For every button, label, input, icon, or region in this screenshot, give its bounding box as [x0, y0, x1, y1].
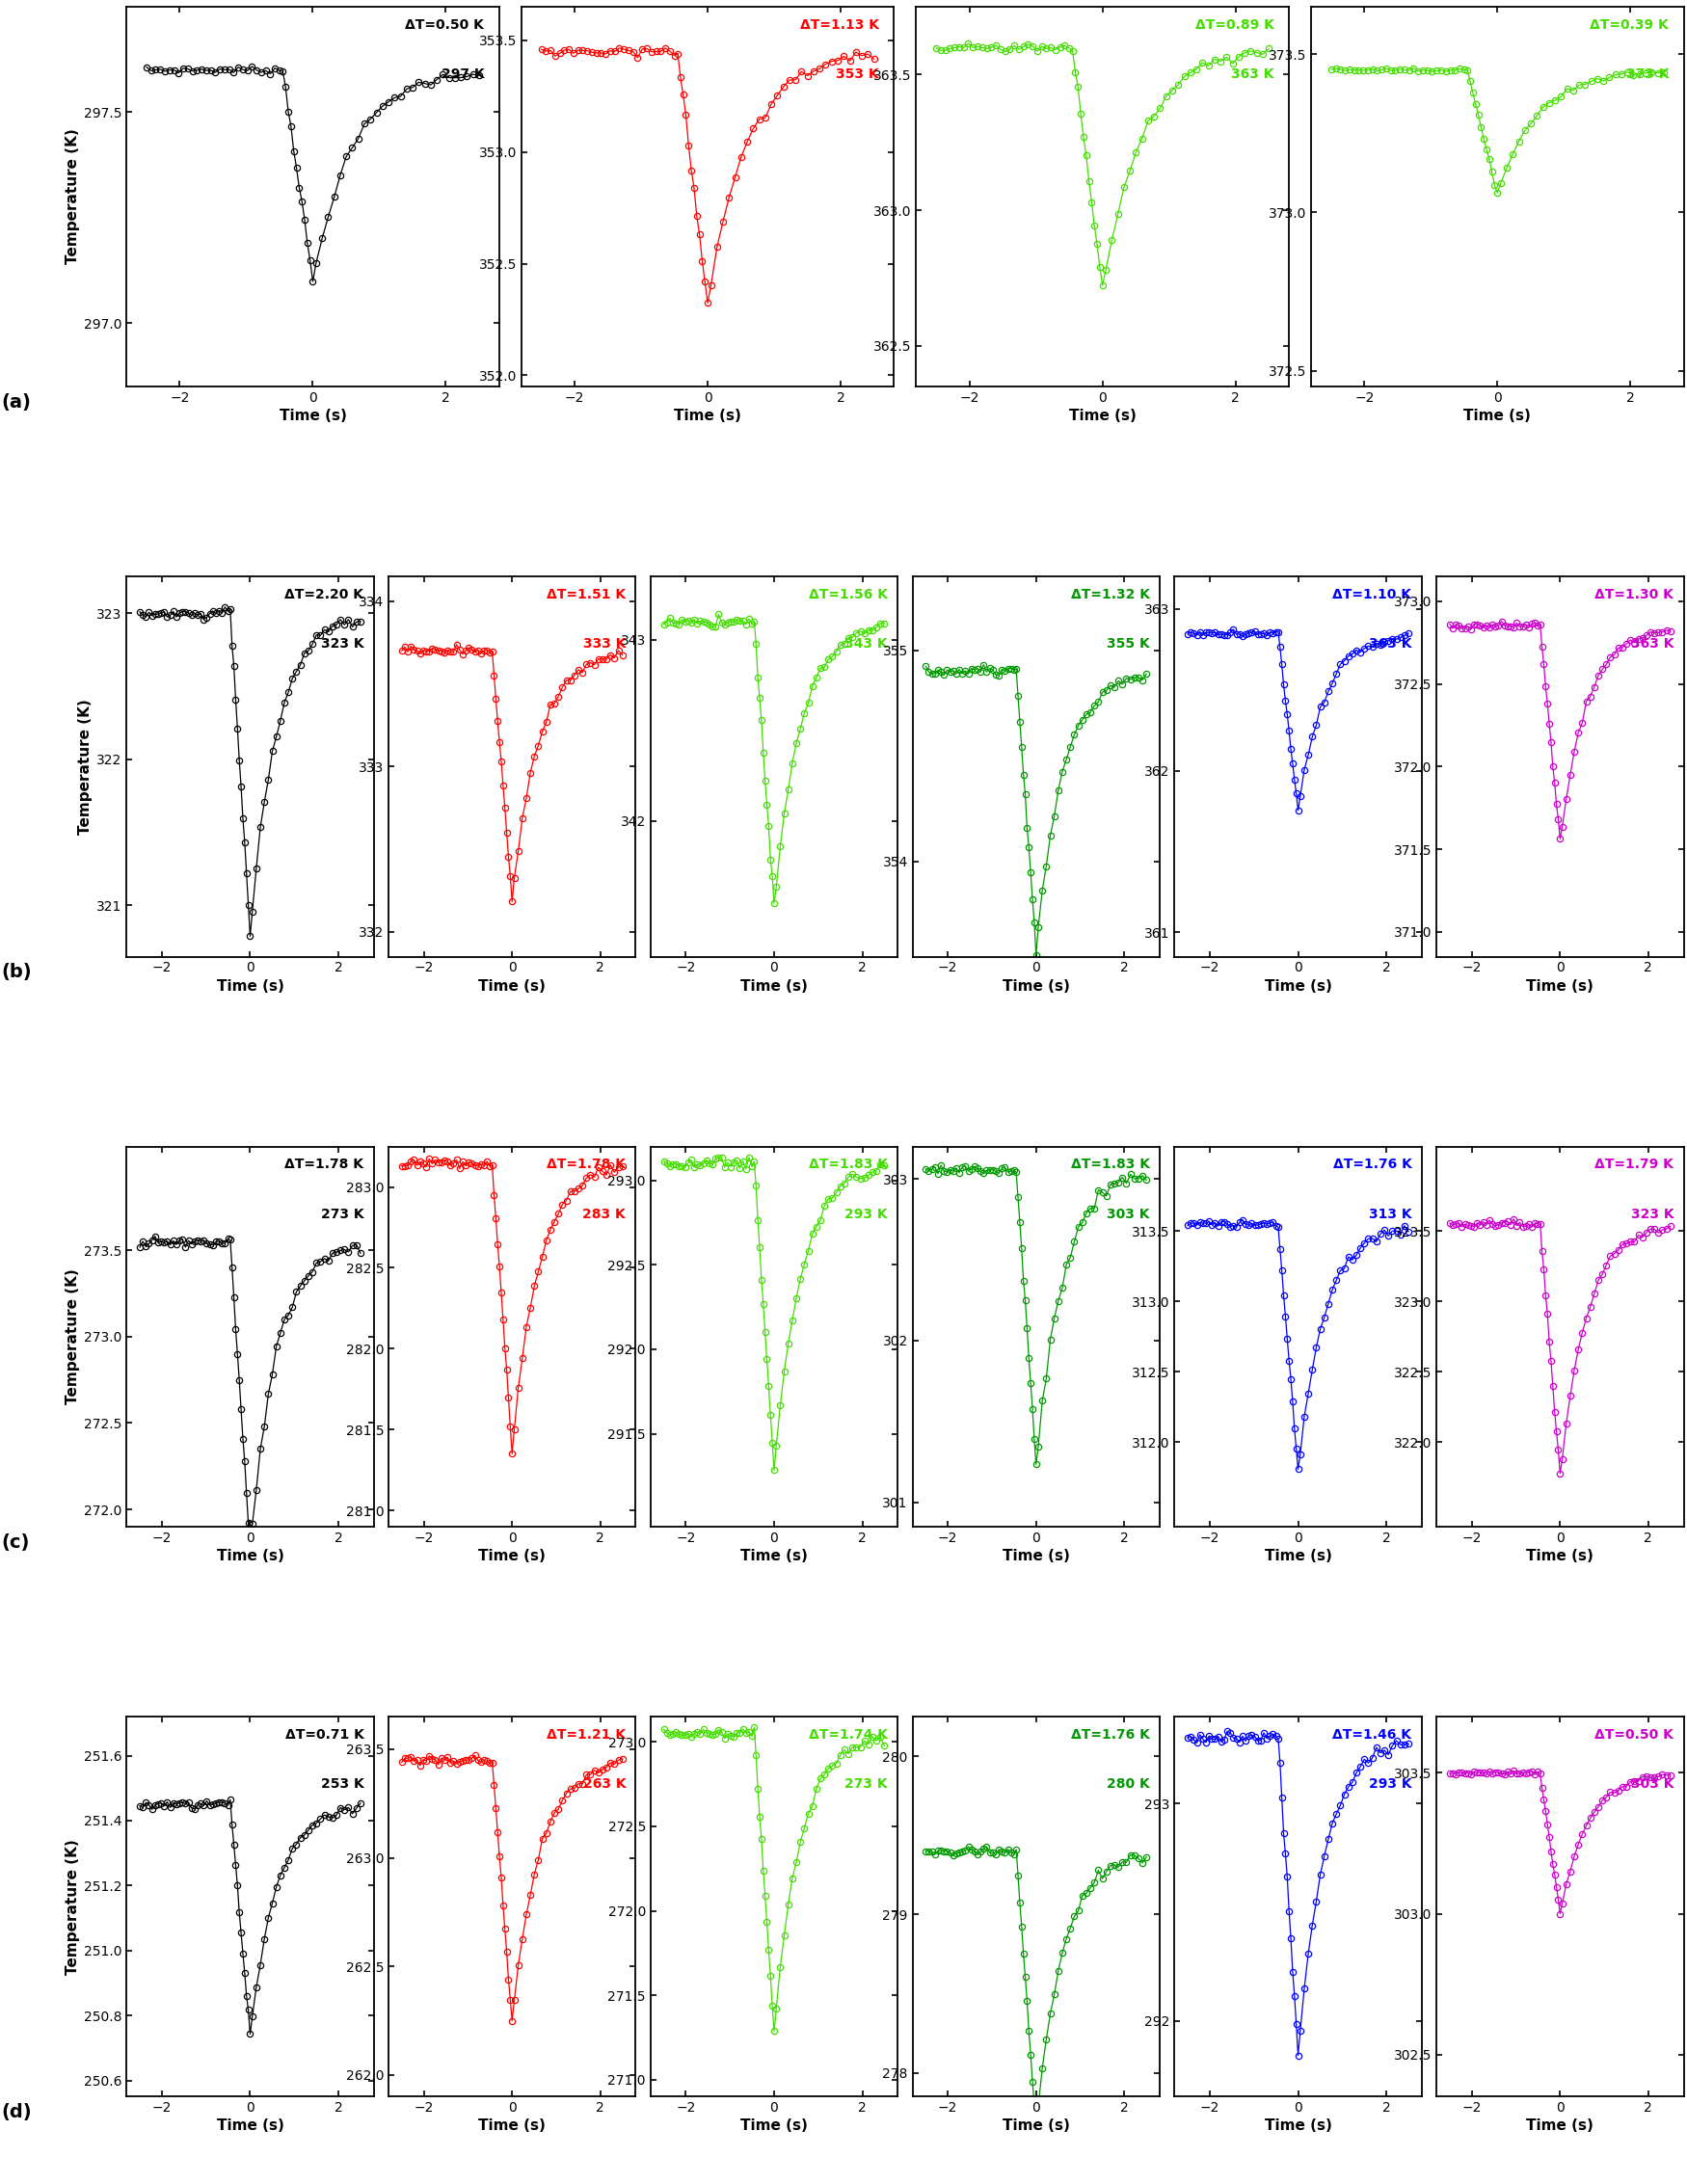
X-axis label: Time (s): Time (s)	[479, 978, 547, 994]
X-axis label: Time (s): Time (s)	[1527, 2118, 1594, 2134]
Text: ΔT=0.89 K: ΔT=0.89 K	[1194, 17, 1274, 31]
Text: ΔT=1.74 K: ΔT=1.74 K	[808, 1728, 887, 1741]
Text: 293 K: 293 K	[1368, 1778, 1412, 1791]
Text: 333 K: 333 K	[584, 638, 626, 651]
Text: (a): (a)	[2, 393, 32, 411]
Text: ΔT=0.50 K: ΔT=0.50 K	[405, 17, 484, 31]
X-axis label: Time (s): Time (s)	[1264, 2118, 1331, 2134]
Text: ΔT=1.30 K: ΔT=1.30 K	[1594, 587, 1674, 601]
X-axis label: Time (s): Time (s)	[278, 408, 346, 424]
Text: ΔT=1.78 K: ΔT=1.78 K	[547, 1158, 626, 1171]
X-axis label: Time (s): Time (s)	[216, 1548, 283, 1564]
Text: 280 K: 280 K	[1107, 1778, 1151, 1791]
X-axis label: Time (s): Time (s)	[216, 978, 283, 994]
Text: ΔT=1.78 K: ΔT=1.78 K	[285, 1158, 364, 1171]
Text: ΔT=1.51 K: ΔT=1.51 K	[547, 587, 626, 601]
Text: (d): (d)	[2, 2103, 32, 2121]
Text: ΔT=1.83 K: ΔT=1.83 K	[808, 1158, 887, 1171]
Text: 323 K: 323 K	[1631, 1208, 1674, 1221]
X-axis label: Time (s): Time (s)	[1527, 1548, 1594, 1564]
Text: 353 K: 353 K	[837, 68, 879, 81]
Text: 363 K: 363 K	[1631, 638, 1674, 651]
Text: 363 K: 363 K	[1232, 68, 1274, 81]
X-axis label: Time (s): Time (s)	[479, 2118, 547, 2134]
Text: ΔT=1.10 K: ΔT=1.10 K	[1333, 587, 1412, 601]
Y-axis label: Temperature (K): Temperature (K)	[66, 1269, 79, 1404]
Text: 253 K: 253 K	[321, 1778, 364, 1791]
Text: ΔT=1.56 K: ΔT=1.56 K	[808, 587, 887, 601]
Text: 303 K: 303 K	[1107, 1208, 1151, 1221]
Text: ΔT=2.20 K: ΔT=2.20 K	[285, 587, 364, 601]
Text: ΔT=0.39 K: ΔT=0.39 K	[1589, 17, 1668, 31]
Text: ΔT=0.50 K: ΔT=0.50 K	[1594, 1728, 1674, 1741]
X-axis label: Time (s): Time (s)	[1002, 1548, 1070, 1564]
Text: ΔT=1.21 K: ΔT=1.21 K	[547, 1728, 626, 1741]
Text: (c): (c)	[2, 1533, 30, 1551]
Text: ΔT=1.32 K: ΔT=1.32 K	[1071, 587, 1151, 601]
Text: 343 K: 343 K	[845, 638, 887, 651]
Y-axis label: Temperature (K): Temperature (K)	[66, 129, 79, 264]
Text: 263 K: 263 K	[582, 1778, 626, 1791]
X-axis label: Time (s): Time (s)	[479, 1548, 547, 1564]
Text: 273 K: 273 K	[845, 1778, 887, 1791]
Text: 323 K: 323 K	[321, 638, 364, 651]
X-axis label: Time (s): Time (s)	[1264, 978, 1331, 994]
X-axis label: Time (s): Time (s)	[1264, 1548, 1331, 1564]
Y-axis label: Temperature (K): Temperature (K)	[78, 699, 93, 834]
X-axis label: Time (s): Time (s)	[741, 2118, 808, 2134]
Text: 355 K: 355 K	[1107, 638, 1151, 651]
Text: 283 K: 283 K	[582, 1208, 626, 1221]
Text: ΔT=1.46 K: ΔT=1.46 K	[1333, 1728, 1412, 1741]
Text: 313 K: 313 K	[1368, 1208, 1412, 1221]
X-axis label: Time (s): Time (s)	[1002, 978, 1070, 994]
X-axis label: Time (s): Time (s)	[1527, 978, 1594, 994]
Text: (b): (b)	[2, 963, 32, 981]
Text: ΔT=1.76 K: ΔT=1.76 K	[1333, 1158, 1412, 1171]
Text: ΔT=1.13 K: ΔT=1.13 K	[800, 17, 879, 31]
X-axis label: Time (s): Time (s)	[675, 408, 741, 424]
Text: 293 K: 293 K	[845, 1208, 887, 1221]
Text: 297 K: 297 K	[440, 68, 484, 81]
Text: ΔT=1.83 K: ΔT=1.83 K	[1071, 1158, 1151, 1171]
Text: 373 K: 373 K	[1626, 68, 1668, 81]
Text: 303 K: 303 K	[1631, 1778, 1674, 1791]
Text: ΔT=1.76 K: ΔT=1.76 K	[1071, 1728, 1151, 1741]
Text: ΔT=1.79 K: ΔT=1.79 K	[1594, 1158, 1674, 1171]
X-axis label: Time (s): Time (s)	[1464, 408, 1532, 424]
Y-axis label: Temperature (K): Temperature (K)	[66, 1839, 79, 1974]
X-axis label: Time (s): Time (s)	[741, 978, 808, 994]
Text: ΔT=0.71 K: ΔT=0.71 K	[285, 1728, 364, 1741]
X-axis label: Time (s): Time (s)	[216, 2118, 283, 2134]
X-axis label: Time (s): Time (s)	[1070, 408, 1135, 424]
X-axis label: Time (s): Time (s)	[1002, 2118, 1070, 2134]
X-axis label: Time (s): Time (s)	[741, 1548, 808, 1564]
Text: 273 K: 273 K	[321, 1208, 364, 1221]
Text: 363 K: 363 K	[1368, 638, 1412, 651]
